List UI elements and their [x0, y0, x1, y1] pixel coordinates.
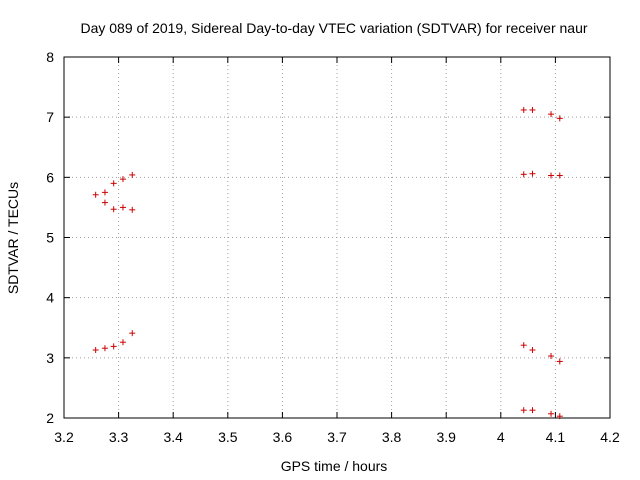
x-tick-label: 3.9 [436, 429, 456, 445]
data-point [110, 180, 117, 187]
x-tick-label: 3.3 [109, 429, 129, 445]
x-axis-label: GPS time / hours [281, 458, 388, 474]
data-point [529, 170, 536, 177]
x-tick-label: 3.6 [273, 429, 293, 445]
data-point [556, 172, 563, 179]
x-tick-label: 4 [497, 429, 505, 445]
data-point [520, 342, 527, 349]
y-tick-label: 8 [46, 49, 54, 65]
data-point [110, 206, 117, 213]
data-point [548, 410, 555, 417]
data-point [129, 206, 136, 213]
data-point [119, 204, 126, 211]
data-point [548, 172, 555, 179]
chart-title: Day 089 of 2019, Sidereal Day-to-day VTE… [80, 20, 587, 36]
data-point [529, 347, 536, 354]
data-point [129, 330, 136, 337]
y-tick-label: 2 [46, 410, 54, 426]
data-point [529, 407, 536, 414]
data-point [556, 115, 563, 122]
x-tick-label: 4.1 [546, 429, 566, 445]
x-tick-label: 3.7 [327, 429, 347, 445]
y-tick-label: 4 [46, 290, 54, 306]
data-point [520, 171, 527, 178]
x-tick-label: 3.5 [218, 429, 238, 445]
data-point [556, 358, 563, 365]
y-tick-label: 7 [46, 109, 54, 125]
data-point [101, 199, 108, 206]
data-point [101, 189, 108, 196]
y-tick-label: 6 [46, 169, 54, 185]
y-tick-label: 5 [46, 230, 54, 246]
data-point [548, 353, 555, 360]
data-point [92, 191, 99, 198]
data-point [119, 176, 126, 183]
x-tick-label: 3.4 [163, 429, 183, 445]
data-point [129, 171, 136, 178]
y-axis-label: SDTVAR / TECUs [5, 182, 21, 294]
x-tick-label: 3.2 [54, 429, 74, 445]
data-point [548, 111, 555, 118]
data-point [556, 413, 563, 420]
data-point [529, 106, 536, 113]
data-point [520, 106, 527, 113]
data-point [520, 407, 527, 414]
data-point [92, 347, 99, 354]
data-point [110, 343, 117, 350]
data-point [101, 345, 108, 352]
y-tick-label: 3 [46, 350, 54, 366]
x-tick-label: 4.2 [600, 429, 620, 445]
data-point [119, 339, 126, 346]
x-tick-label: 3.8 [382, 429, 402, 445]
